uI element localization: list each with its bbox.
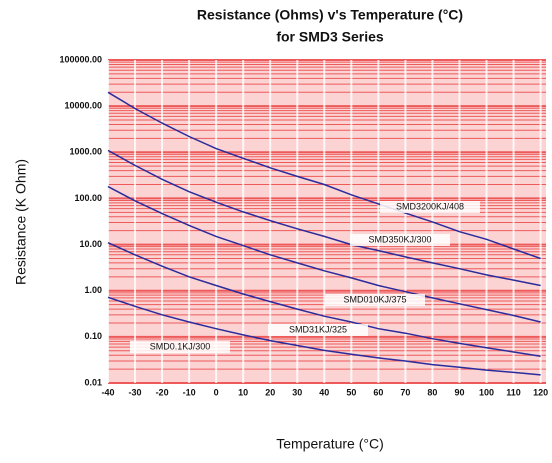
series-line bbox=[107, 149, 541, 287]
x-tick-label: 70 bbox=[400, 387, 410, 397]
y-tick-label: 100000.00 bbox=[59, 54, 102, 64]
y-tick-label: 0.01 bbox=[84, 377, 102, 387]
y-tick-label: 10000.00 bbox=[64, 101, 102, 111]
x-tick-label: -40 bbox=[101, 387, 114, 397]
x-tick-label: 20 bbox=[265, 387, 275, 397]
x-axis-label: Temperature (°C) bbox=[276, 436, 384, 452]
series-line bbox=[107, 296, 541, 376]
series-label-box bbox=[350, 234, 450, 246]
x-tick-label: 110 bbox=[506, 387, 521, 397]
x-tick-label: 40 bbox=[319, 387, 329, 397]
series-line bbox=[107, 242, 541, 357]
x-tick-label: 10 bbox=[238, 387, 248, 397]
x-tick-label: 90 bbox=[454, 387, 464, 397]
x-tick-label: 0 bbox=[214, 387, 219, 397]
x-tick-label: 50 bbox=[346, 387, 356, 397]
series-label: SMD010KJ/375 bbox=[343, 294, 406, 304]
series-label-box bbox=[380, 201, 480, 213]
series-label-box bbox=[325, 294, 425, 306]
x-tick-label: 30 bbox=[292, 387, 302, 397]
series-line bbox=[107, 91, 541, 260]
series-label: SMD3200KJ/408 bbox=[396, 201, 464, 211]
x-tick-label: -30 bbox=[129, 387, 142, 397]
x-tick-label: 60 bbox=[373, 387, 383, 397]
y-tick-label: 1.00 bbox=[84, 285, 102, 295]
y-axis-label: Resistance (K Ohm) bbox=[13, 159, 29, 285]
x-tick-label: -10 bbox=[183, 387, 196, 397]
series-line bbox=[107, 185, 541, 323]
y-tick-label: 10.00 bbox=[79, 239, 102, 249]
series-label: SMD350KJ/300 bbox=[368, 234, 431, 244]
x-tick-label: 100 bbox=[479, 387, 494, 397]
chart-title: Resistance (Ohms) v's Temperature (°C) bbox=[197, 7, 463, 23]
series-label-box bbox=[130, 341, 230, 353]
x-tick-label: -20 bbox=[156, 387, 169, 397]
y-tick-label: 1000.00 bbox=[69, 147, 102, 157]
series-label: SMD0.1KJ/300 bbox=[150, 341, 211, 351]
series-label-box bbox=[268, 324, 368, 336]
chart-subtitle: for SMD3 Series bbox=[276, 29, 384, 45]
x-tick-label: 80 bbox=[427, 387, 437, 397]
y-tick-label: 100.00 bbox=[74, 193, 102, 203]
y-tick-label: 0.10 bbox=[84, 331, 102, 341]
x-tick-label: 120 bbox=[533, 387, 548, 397]
series-label: SMD31KJ/325 bbox=[289, 324, 347, 334]
